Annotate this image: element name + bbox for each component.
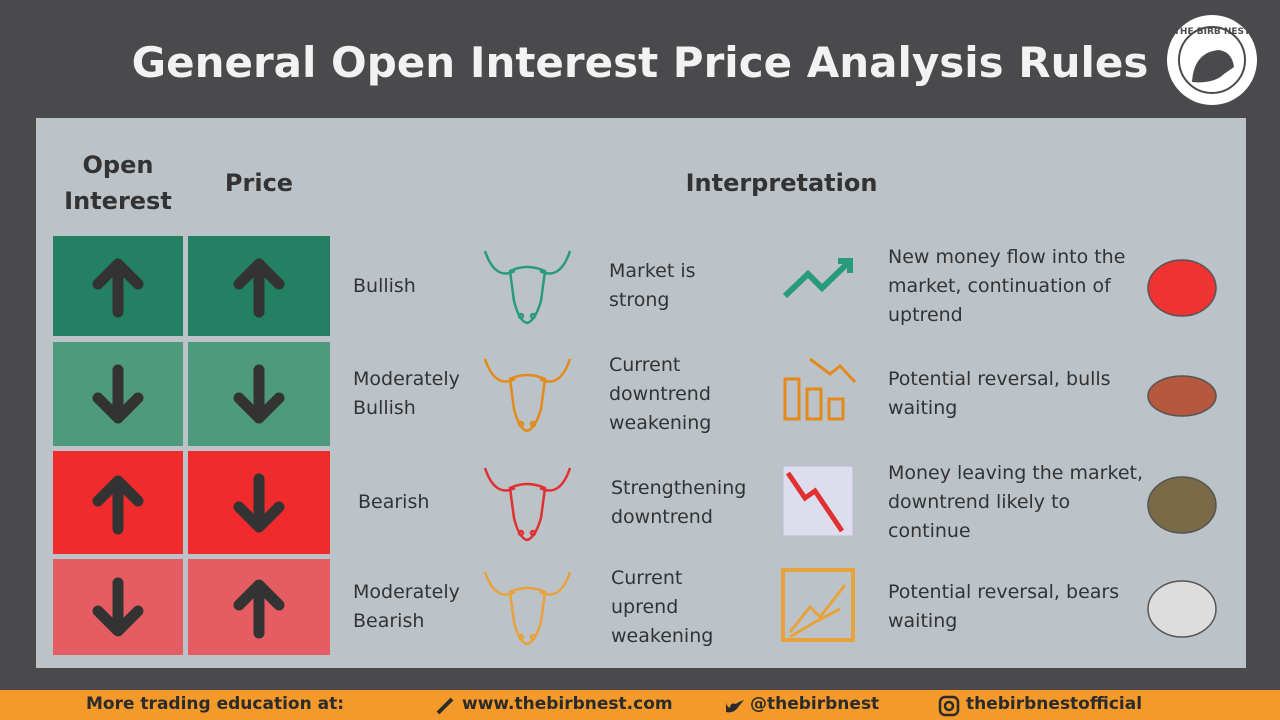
logo: THE BIRB NEST bbox=[1167, 15, 1257, 105]
footer-twitter: @thebirbnest bbox=[750, 694, 880, 714]
interpretation: Potential reversal, bulls waiting bbox=[888, 368, 1111, 419]
column-header: Price bbox=[188, 136, 330, 230]
row-cell bbox=[335, 451, 1228, 554]
interpretation: Money leaving the market, downtrend like… bbox=[888, 462, 1143, 542]
chart-icon bbox=[782, 258, 853, 299]
down-arrow bbox=[92, 577, 144, 637]
condition: Current uprend weakening bbox=[611, 566, 714, 647]
chart-icon bbox=[782, 465, 854, 536]
logo-text: THE BIRB NEST bbox=[1174, 27, 1251, 37]
mascot-icon bbox=[1147, 475, 1217, 534]
animal-icon bbox=[483, 358, 572, 433]
animal-icon bbox=[483, 467, 572, 541]
column-header: Interpretation bbox=[335, 136, 1228, 230]
down-arrow bbox=[92, 364, 144, 424]
chart-icon bbox=[781, 568, 855, 642]
link-icon bbox=[436, 697, 454, 715]
animal-icon bbox=[483, 250, 572, 325]
down-arrow bbox=[233, 364, 285, 424]
mascot-icon bbox=[1147, 375, 1217, 417]
condition: Market is strong bbox=[609, 260, 696, 311]
condition: Strengthening downtrend bbox=[611, 476, 747, 528]
sentiment: Bullish bbox=[353, 274, 416, 297]
footer-label: More trading education at: bbox=[86, 694, 344, 714]
footer-website: www.thebirbnest.com bbox=[462, 694, 673, 714]
up-arrow bbox=[233, 579, 285, 639]
instagram-icon bbox=[938, 695, 960, 717]
footer-instagram: thebirbnestofficial bbox=[966, 694, 1143, 714]
sentiment: Bearish bbox=[358, 491, 430, 513]
row-cell bbox=[335, 236, 1228, 336]
title: General Open Interest Price Analysis Rul… bbox=[131, 38, 1149, 87]
down-arrow bbox=[233, 473, 285, 532]
sentiment: Moderately Bearish bbox=[353, 581, 460, 632]
row-cell bbox=[335, 342, 1228, 446]
up-arrow bbox=[92, 258, 144, 318]
up-arrow bbox=[233, 258, 285, 318]
mascot-icon bbox=[1147, 259, 1217, 317]
interpretation: Potential reversal, bears waiting bbox=[888, 581, 1120, 632]
interpretation: New money flow into the market, continua… bbox=[888, 245, 1126, 326]
condition: Current downtrend weakening bbox=[609, 353, 712, 434]
chart-icon bbox=[783, 357, 857, 421]
up-arrow bbox=[92, 475, 144, 534]
sentiment: Moderately Bullish bbox=[353, 368, 460, 419]
animal-icon bbox=[483, 571, 572, 646]
footer bbox=[0, 690, 1280, 720]
column-header: Open Interest bbox=[53, 136, 183, 230]
mascot-icon bbox=[1147, 580, 1217, 638]
twitter-icon bbox=[726, 700, 744, 713]
